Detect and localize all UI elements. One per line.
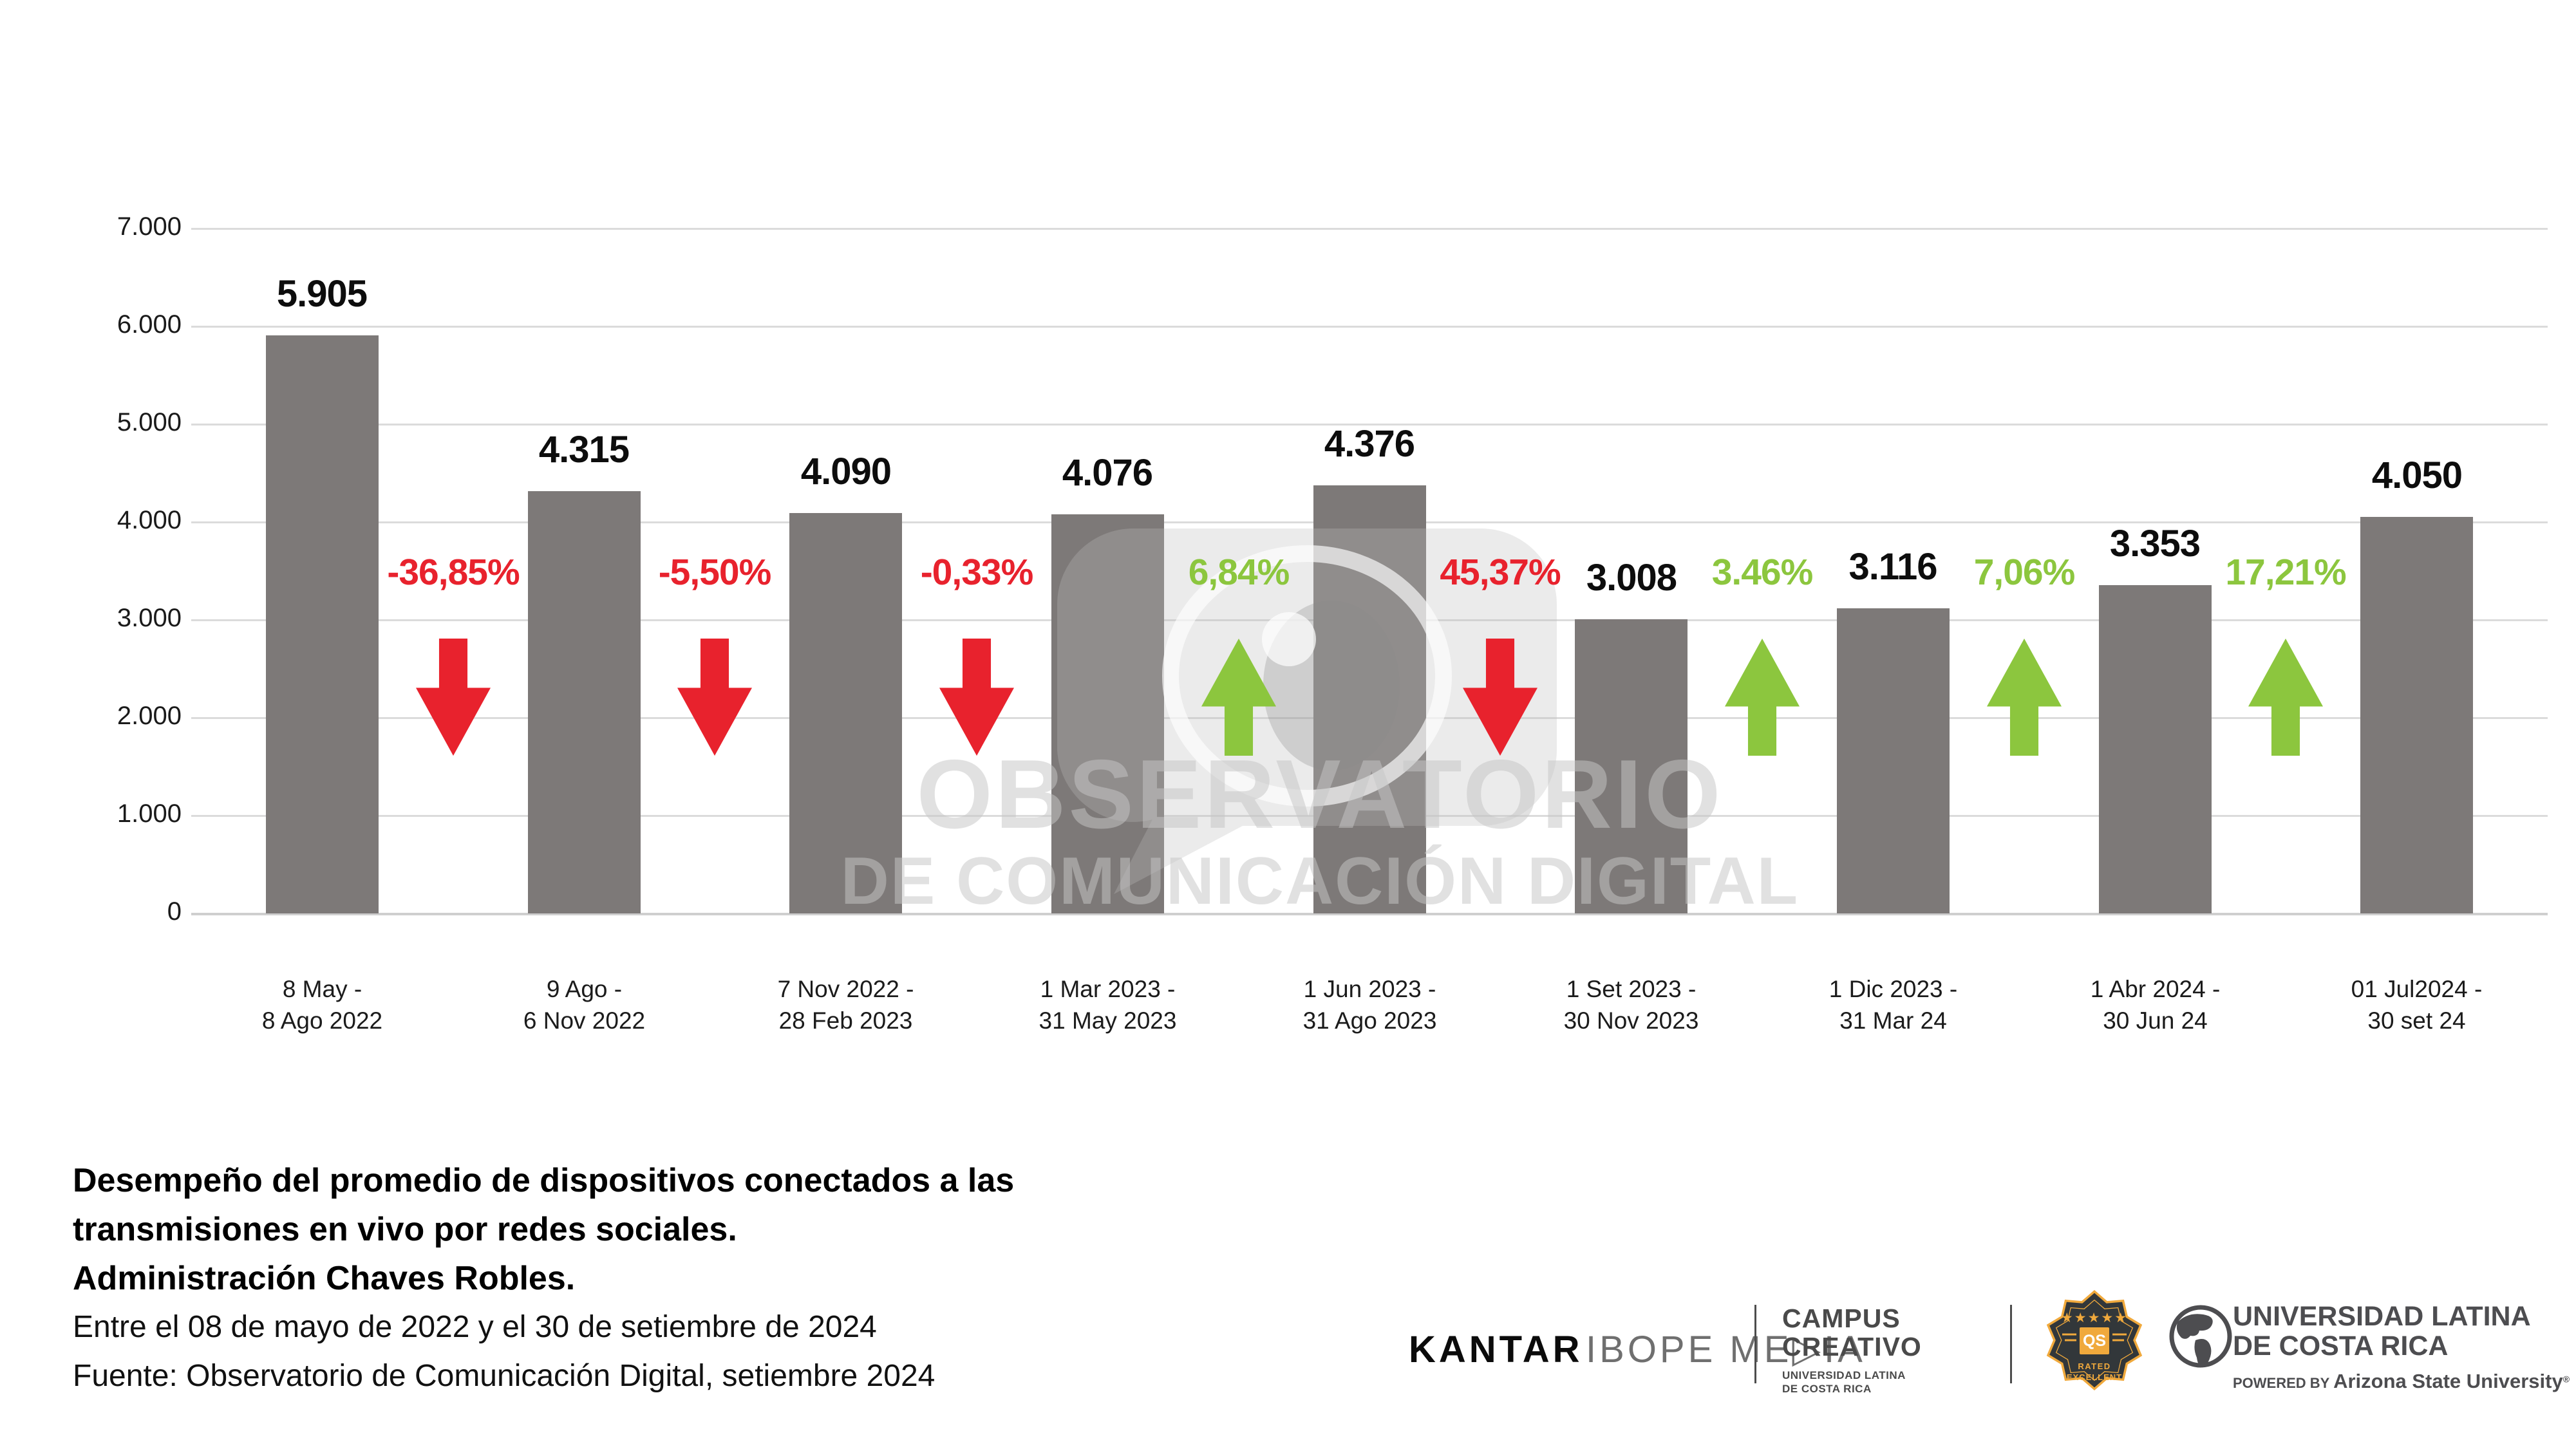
logo-divider xyxy=(1754,1305,1756,1383)
x-axis-category-label: 1 Abr 2024 -30 Jun 24 xyxy=(2090,976,2221,1034)
change-percentage-label: -0,33% xyxy=(920,552,1034,593)
caption-title-line1: Desempeño del promedio de dispositivos c… xyxy=(73,1162,1015,1199)
observatorio-eye-logo-watermark xyxy=(1057,528,1557,894)
change-percentage-label: 45,37% xyxy=(1440,552,1561,593)
y-axis-tick-label: 3.000 xyxy=(117,604,182,632)
gridline-7000 xyxy=(191,227,2548,230)
change-percentage-label: 17,21% xyxy=(2225,552,2346,593)
bar xyxy=(528,491,641,913)
gridline-0 xyxy=(191,912,2548,915)
change-arrow-down-icon xyxy=(677,639,752,756)
bar-value-label: 5.905 xyxy=(276,273,368,315)
badge-excellent-text: EXCELLENT xyxy=(2067,1372,2122,1382)
gridline-6000 xyxy=(191,325,2548,328)
change-percentage-label: 3.46% xyxy=(1711,552,1814,593)
bar xyxy=(2360,517,2473,913)
bar xyxy=(1051,514,1164,913)
x-axis-category-label: 01 Jul2024 -30 set 24 xyxy=(2351,976,2483,1034)
caption-title-line3: Administración Chaves Robles. xyxy=(73,1260,576,1297)
x-axis-category-label: 1 Jun 2023 -31 Ago 2023 xyxy=(1302,976,1437,1034)
caption-date-range: Entre el 08 de mayo de 2022 y el 30 de s… xyxy=(73,1310,877,1344)
campus-sub2: DE COSTA RICA xyxy=(1782,1383,1872,1395)
x-axis-category-label: 1 Mar 2023 -31 May 2023 xyxy=(1039,976,1177,1034)
change-percentage-label: -5,50% xyxy=(658,552,772,593)
bar xyxy=(1837,608,1950,913)
y-axis-tick-label: 0 xyxy=(167,897,182,926)
bar-value-label: 4.376 xyxy=(1324,423,1415,465)
univ-line2: DE COSTA RICA xyxy=(2233,1331,2449,1361)
caption-title-line2: transmisiones en vivo por redes sociales… xyxy=(73,1211,737,1248)
bar xyxy=(789,513,902,913)
y-axis-tick-label: 6.000 xyxy=(117,310,182,339)
watermark-line2: DE COMUNICACIÓN DIGITAL xyxy=(840,844,1800,919)
x-axis-category-label: 9 Ago -6 Nov 2022 xyxy=(523,976,646,1034)
logo-divider xyxy=(2010,1305,2012,1383)
caption-block: Desempeño del promedio de dispositivos c… xyxy=(73,1156,1014,1401)
bar-value-label: 4.315 xyxy=(538,429,630,471)
y-axis-tick-label: 5.000 xyxy=(117,408,182,436)
y-axis-tick-label: 1.000 xyxy=(117,799,182,828)
watermark-text: OBSERVATORIO DE COMUNICACIÓN DIGITAL xyxy=(721,745,1919,919)
kantar-ibope-media-logo: KANTAR IBOPE ME▷IA xyxy=(1409,1327,1866,1371)
universidad-latina-logo: UNIVERSIDAD LATINA DE COSTA RICA POWERED… xyxy=(2233,1302,2570,1393)
badge-rated-text: RATED xyxy=(2078,1361,2111,1371)
change-arrow-up-icon xyxy=(2248,639,2323,756)
globe-americas-icon xyxy=(2169,1305,2232,1368)
change-arrow-up-icon xyxy=(1725,639,1800,756)
bar-value-label: 4.076 xyxy=(1062,452,1153,494)
bar-value-label: 4.050 xyxy=(2371,454,2463,496)
x-axis-category-label: 1 Dic 2023 -31 Mar 24 xyxy=(1829,976,1958,1034)
bar xyxy=(2099,585,2212,913)
campus-sub1: UNIVERSIDAD LATINA xyxy=(1782,1369,1906,1381)
asu-wordmark: Arizona State University xyxy=(2333,1370,2563,1392)
bar-value-label: 4.090 xyxy=(800,451,892,492)
y-axis-tick-label: 2.000 xyxy=(117,702,182,730)
registered-mark: ® xyxy=(2562,1374,2570,1385)
powered-by-asu: POWERED BY Arizona State University® xyxy=(2233,1370,2570,1393)
powered-by-label: POWERED BY xyxy=(2233,1375,2329,1391)
bar xyxy=(1575,619,1688,913)
campus-creativo-logo: CAMPUS CREATIVO UNIVERSIDAD LATINA DE CO… xyxy=(1782,1304,1922,1396)
badge-stars: ★★★★★ xyxy=(2061,1311,2128,1325)
campus-line2: CREATIVO xyxy=(1782,1332,1922,1361)
x-axis-category-label: 8 May -8 Ago 2022 xyxy=(261,976,383,1034)
change-percentage-label: 7,06% xyxy=(1973,552,2076,593)
watermark-line1: OBSERVATORIO xyxy=(916,740,1724,849)
change-arrow-down-icon xyxy=(939,639,1014,756)
bar xyxy=(266,335,379,913)
bar-chart: OBSERVATORIO DE COMUNICACIÓN DIGITAL 7.0… xyxy=(117,212,2548,1034)
bar-value-label: 3.116 xyxy=(1848,546,1938,588)
y-axis-tick-label: 7.000 xyxy=(117,212,182,241)
kantar-wordmark: KANTAR xyxy=(1409,1329,1583,1370)
change-arrow-down-icon xyxy=(416,639,491,756)
badge-qs-text: QS xyxy=(2083,1332,2106,1350)
change-percentage-label: -36,85% xyxy=(387,552,520,593)
caption-source: Fuente: Observatorio de Comunicación Dig… xyxy=(73,1359,935,1393)
x-axis-category-label: 7 Nov 2022 -28 Feb 2023 xyxy=(777,976,914,1034)
ibope-media-wordmark: IBOPE ME▷IA xyxy=(1586,1329,1866,1370)
x-axis-category-label: 1 Set 2023 -30 Nov 2023 xyxy=(1563,976,1699,1034)
univ-line1: UNIVERSIDAD LATINA xyxy=(2233,1301,2531,1332)
y-axis-tick-label: 4.000 xyxy=(117,506,182,534)
qs-rated-excellent-badge-icon: ★★★★★ QS RATED EXCELLENT xyxy=(2046,1290,2143,1390)
bar-value-label: 3.008 xyxy=(1586,557,1677,599)
bar-value-label: 3.353 xyxy=(2109,523,2201,565)
change-percentage-label: 6,84% xyxy=(1188,552,1290,593)
gridline-5000 xyxy=(191,423,2548,425)
campus-line1: CAMPUS xyxy=(1782,1304,1901,1333)
change-arrow-up-icon xyxy=(1987,639,2062,756)
